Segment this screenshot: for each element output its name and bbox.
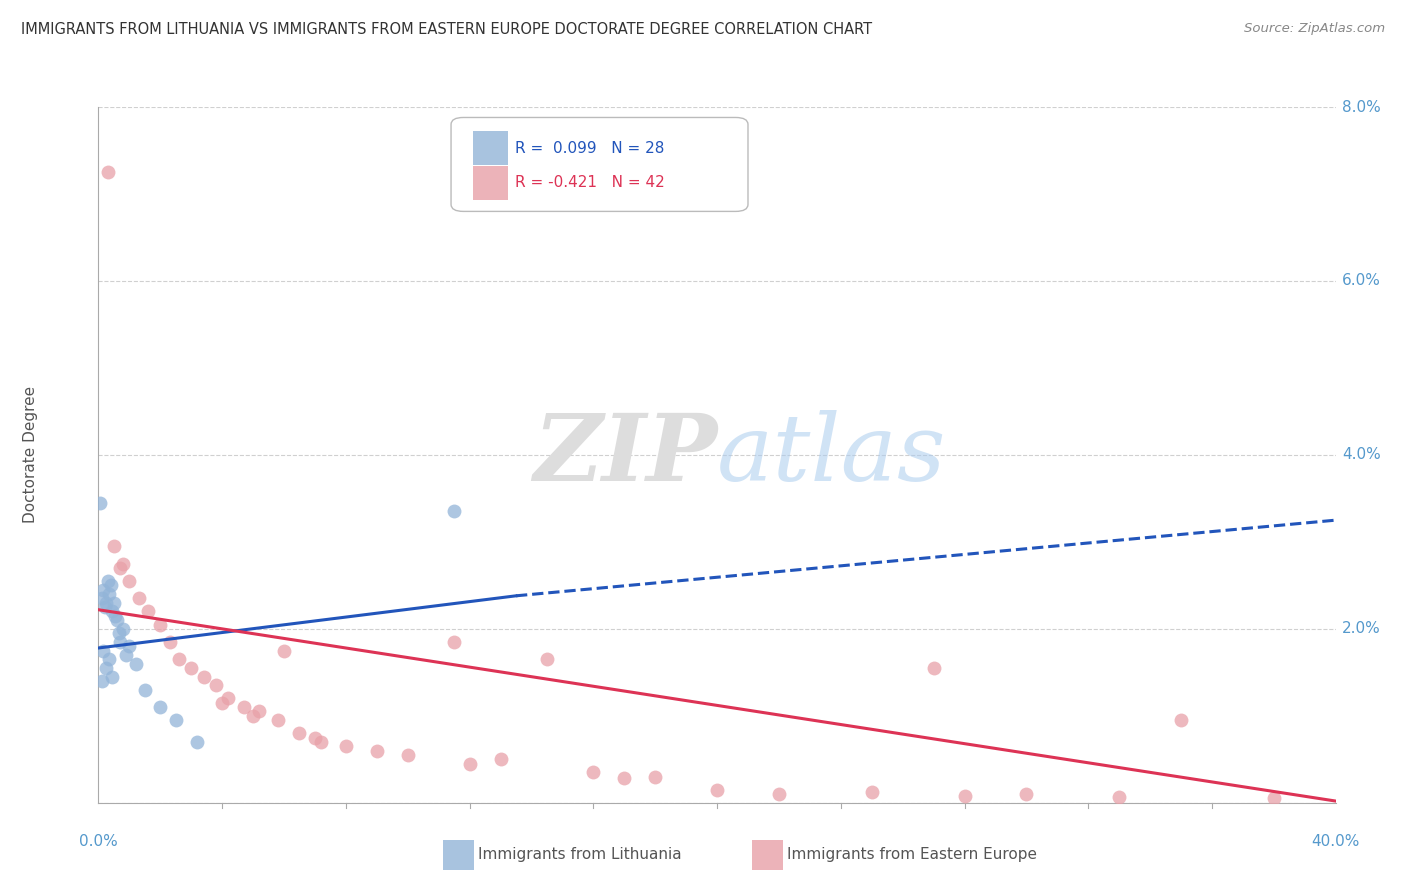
- Text: 8.0%: 8.0%: [1341, 100, 1381, 114]
- Point: [536, 652, 558, 666]
- Point: [134, 682, 156, 697]
- Point: [98, 652, 121, 666]
- Point: [217, 691, 239, 706]
- Point: [108, 635, 131, 649]
- Point: [304, 731, 326, 745]
- Point: [180, 661, 202, 675]
- Point: [768, 787, 790, 801]
- Point: [186, 735, 208, 749]
- Point: [205, 678, 228, 692]
- Point: [366, 744, 388, 758]
- Point: [1015, 787, 1038, 801]
- Point: [89, 496, 111, 510]
- Point: [105, 613, 128, 627]
- Point: [101, 605, 124, 619]
- Point: [96, 596, 118, 610]
- Point: [103, 596, 125, 610]
- Point: [149, 700, 172, 714]
- Point: [93, 600, 115, 615]
- Point: [91, 643, 114, 657]
- Bar: [474, 131, 508, 165]
- Point: [1263, 791, 1285, 805]
- Point: [953, 789, 976, 803]
- Point: [458, 756, 481, 771]
- Point: [128, 591, 150, 606]
- Text: IMMIGRANTS FROM LITHUANIA VS IMMIGRANTS FROM EASTERN EUROPE DOCTORATE DEGREE COR: IMMIGRANTS FROM LITHUANIA VS IMMIGRANTS …: [21, 22, 872, 37]
- Point: [288, 726, 311, 740]
- Point: [118, 574, 141, 588]
- Point: [91, 582, 114, 597]
- Point: [108, 561, 131, 575]
- Point: [107, 626, 129, 640]
- Text: Doctorate Degree: Doctorate Degree: [22, 386, 38, 524]
- Point: [104, 608, 127, 623]
- Point: [101, 670, 124, 684]
- Point: [335, 739, 357, 754]
- Point: [165, 713, 187, 727]
- Point: [167, 652, 190, 666]
- Point: [396, 747, 419, 762]
- Text: 6.0%: 6.0%: [1341, 274, 1381, 288]
- Text: 4.0%: 4.0%: [1341, 448, 1381, 462]
- Point: [1108, 789, 1130, 804]
- Point: [267, 713, 290, 727]
- Text: 0.0%: 0.0%: [79, 834, 118, 849]
- Text: atlas: atlas: [717, 410, 946, 500]
- Point: [103, 539, 125, 553]
- Point: [706, 782, 728, 797]
- Point: [115, 648, 138, 662]
- Text: 40.0%: 40.0%: [1312, 834, 1360, 849]
- Point: [98, 587, 121, 601]
- Point: [90, 591, 112, 606]
- Text: Source: ZipAtlas.com: Source: ZipAtlas.com: [1244, 22, 1385, 36]
- Point: [273, 643, 295, 657]
- Point: [97, 574, 120, 588]
- Point: [96, 661, 118, 675]
- Point: [124, 657, 146, 671]
- Point: [149, 617, 172, 632]
- Point: [211, 696, 233, 710]
- Point: [489, 752, 512, 766]
- Text: R = -0.421   N = 42: R = -0.421 N = 42: [516, 176, 665, 190]
- Point: [443, 635, 465, 649]
- Point: [242, 708, 264, 723]
- Point: [613, 772, 636, 786]
- Point: [582, 765, 605, 780]
- Point: [1170, 713, 1192, 727]
- Point: [118, 639, 141, 653]
- Point: [644, 770, 666, 784]
- Point: [136, 605, 159, 619]
- Point: [247, 705, 270, 719]
- Point: [860, 785, 883, 799]
- Text: R =  0.099   N = 28: R = 0.099 N = 28: [516, 141, 665, 155]
- Point: [193, 670, 215, 684]
- Point: [159, 635, 181, 649]
- Point: [100, 578, 122, 592]
- Text: Immigrants from Lithuania: Immigrants from Lithuania: [478, 847, 682, 862]
- Point: [90, 674, 112, 689]
- Point: [112, 557, 135, 571]
- Point: [443, 504, 465, 518]
- Point: [309, 735, 332, 749]
- Text: Immigrants from Eastern Europe: Immigrants from Eastern Europe: [787, 847, 1038, 862]
- Point: [922, 661, 945, 675]
- Bar: [474, 166, 508, 200]
- Point: [112, 622, 135, 636]
- Point: [97, 165, 120, 179]
- Point: [232, 700, 254, 714]
- FancyBboxPatch shape: [451, 118, 748, 211]
- Text: 2.0%: 2.0%: [1341, 622, 1381, 636]
- Text: ZIP: ZIP: [533, 410, 717, 500]
